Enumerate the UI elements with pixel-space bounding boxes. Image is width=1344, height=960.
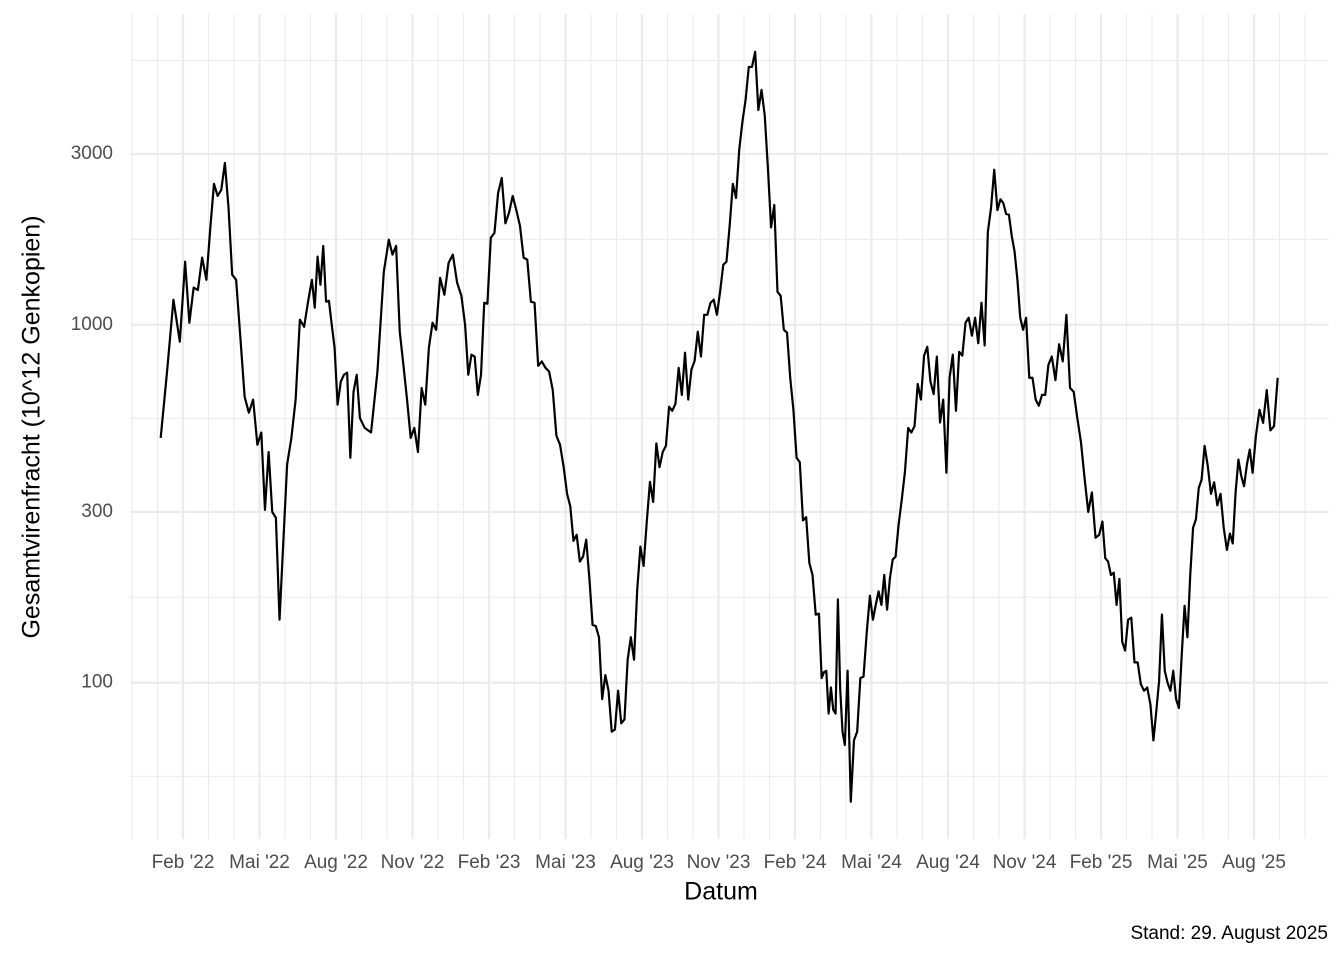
caption: Stand: 29. August 2025 [1130,923,1328,944]
x-axis-title: Datum [684,878,758,906]
x-tick-label: Mai '24 [841,852,902,873]
x-tick-label: Feb '24 [764,852,827,873]
x-tick-label: Mai '22 [229,852,290,873]
x-tick-label: Aug '24 [916,852,980,873]
x-tick-label: Nov '24 [993,852,1057,873]
y-tick-label: 100 [81,672,113,693]
y-tick-label: 3000 [71,143,113,164]
x-tick-label: Feb '23 [458,852,521,873]
x-tick-label: Aug '23 [610,852,674,873]
x-tick-label: Aug '25 [1222,852,1286,873]
x-tick-label: Mai '23 [535,852,596,873]
marks [159,50,1279,803]
y-axis-title: Gesamtvirenfracht (10^12 Genkopien) [18,215,46,638]
x-tick-label: Nov '23 [687,852,751,873]
y-tick-label: 300 [81,501,113,522]
x-tick-label: Nov '22 [381,852,445,873]
x-tick-label: Feb '22 [152,852,215,873]
x-tick-label: Aug '22 [304,852,368,873]
x-tick-label: Feb '25 [1070,852,1133,873]
data-line [159,50,1279,803]
y-tick-label: 1000 [71,314,113,335]
grid [130,14,1329,839]
x-tick-label: Mai '25 [1147,852,1208,873]
